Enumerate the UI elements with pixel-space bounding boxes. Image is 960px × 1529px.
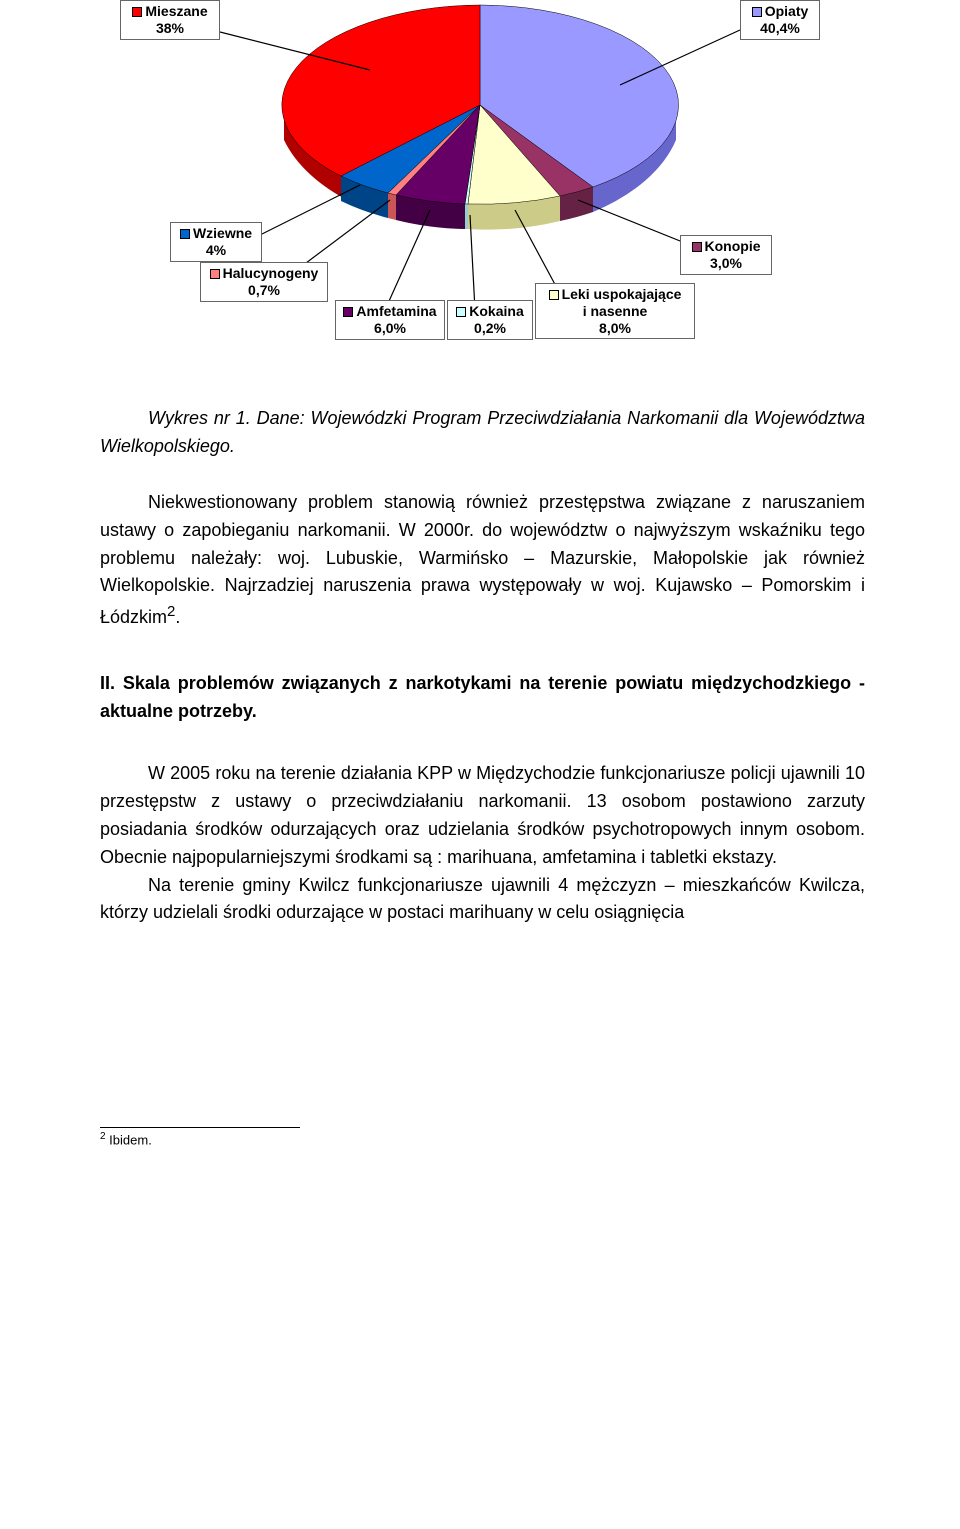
footnote-text: Ibidem.	[106, 1133, 152, 1148]
label-opiaty-name: Opiaty	[765, 3, 809, 19]
swatch-wziewne	[180, 229, 190, 239]
pie-chart	[270, 0, 690, 250]
label-halucynogeny-val: 0,7%	[205, 282, 323, 299]
swatch-amfetamina	[343, 307, 353, 317]
label-wziewne-val: 4%	[175, 242, 257, 259]
label-mieszane: Mieszane 38%	[120, 0, 220, 40]
label-mieszane-val: 38%	[125, 20, 215, 37]
swatch-opiaty	[752, 7, 762, 17]
label-konopie-name: Konopie	[705, 238, 761, 254]
label-amfetamina-val: 6,0%	[340, 320, 440, 337]
label-wziewne-name: Wziewne	[193, 225, 252, 241]
label-kokaina-name: Kokaina	[469, 303, 523, 319]
label-halucynogeny: Halucynogeny 0,7%	[200, 262, 328, 302]
period-1: .	[175, 607, 180, 627]
paragraph-1: Niekwestionowany problem stanowią równie…	[100, 489, 865, 632]
chart-caption: Wykres nr 1. Dane: Wojewódzki Program Pr…	[100, 405, 865, 461]
swatch-kokaina	[456, 307, 466, 317]
paragraph-2: W 2005 roku na terenie działania KPP w M…	[100, 760, 865, 872]
label-mieszane-name: Mieszane	[145, 3, 207, 19]
swatch-leki	[549, 290, 559, 300]
label-leki: Leki uspokajające i nasenne 8,0%	[535, 283, 695, 339]
label-opiaty-val: 40,4%	[745, 20, 815, 37]
paragraph-1-text: Niekwestionowany problem stanowią równie…	[100, 492, 865, 628]
swatch-mieszane	[132, 7, 142, 17]
footnote-2: 2 Ibidem.	[100, 1131, 865, 1147]
label-leki-val: 8,0%	[540, 320, 690, 337]
label-leki-line2: i nasenne	[540, 303, 690, 320]
section-heading-2: II. Skala problemów związanych z narkoty…	[100, 670, 865, 726]
pie-chart-area: Mieszane 38% Opiaty 40,4% Wziewne 4% Hal…	[100, 0, 860, 360]
label-opiaty: Opiaty 40,4%	[740, 0, 820, 40]
label-amfetamina-name: Amfetamina	[356, 303, 436, 319]
label-leki-name: Leki uspokajające	[562, 286, 682, 302]
label-konopie-val: 3,0%	[685, 255, 767, 272]
swatch-konopie	[692, 242, 702, 252]
caption-prefix: Wykres nr 1.	[148, 408, 257, 428]
label-wziewne: Wziewne 4%	[170, 222, 262, 262]
swatch-halucynogeny	[210, 269, 220, 279]
label-amfetamina: Amfetamina 6,0%	[335, 300, 445, 340]
paragraph-3: Na terenie gminy Kwilcz funkcjonariusze …	[100, 872, 865, 928]
footnote-separator	[100, 1127, 300, 1128]
label-kokaina: Kokaina 0,2%	[447, 300, 533, 340]
label-halucynogeny-name: Halucynogeny	[223, 265, 319, 281]
label-kokaina-val: 0,2%	[452, 320, 528, 337]
label-konopie: Konopie 3,0%	[680, 235, 772, 275]
